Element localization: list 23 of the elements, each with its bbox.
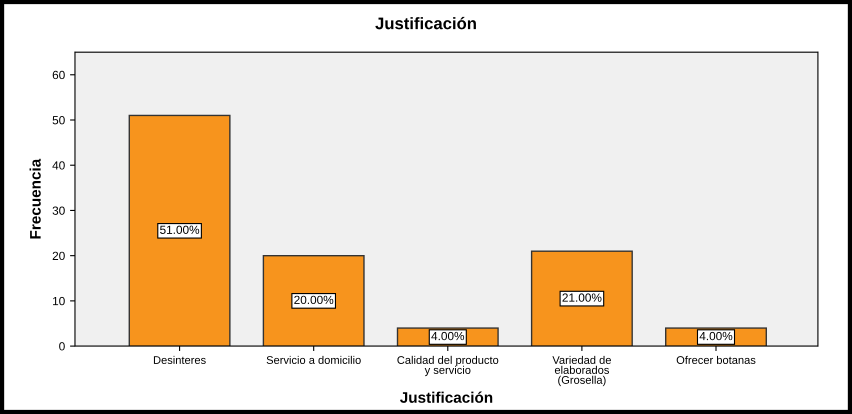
y-tick-label: 10 xyxy=(53,296,65,306)
x-tick-label: Servicio a domicilio xyxy=(266,356,361,364)
x-axis-title: Justificación xyxy=(400,392,492,403)
y-tick-label: 20 xyxy=(52,252,65,260)
bar xyxy=(530,250,633,346)
y-tick-label: 30 xyxy=(52,206,65,215)
y-axis-title: Frecuencia xyxy=(30,158,41,238)
data-label: 4.00% xyxy=(431,332,464,340)
bar xyxy=(128,114,231,346)
chart-title: Justificación xyxy=(375,16,476,30)
data-label: 20.00% xyxy=(294,296,334,304)
bar xyxy=(262,254,365,346)
data-label: 51.00% xyxy=(160,226,200,234)
y-tick-label: 0 xyxy=(59,342,65,350)
data-label: 4.00% xyxy=(700,332,732,340)
data-label: 21.00% xyxy=(562,293,602,302)
x-tick-label: Variedad de elaborados (Grosella) xyxy=(552,356,611,386)
x-tick-label: Desinteres xyxy=(154,356,206,364)
y-tick-label: 60 xyxy=(52,70,65,80)
x-tick-label: Ofrecer botanas xyxy=(676,356,756,364)
y-tick-label: 40 xyxy=(52,161,65,170)
y-tick-label: 50 xyxy=(52,116,65,124)
x-tick-label: Calidad del producto y servicio xyxy=(397,356,498,376)
